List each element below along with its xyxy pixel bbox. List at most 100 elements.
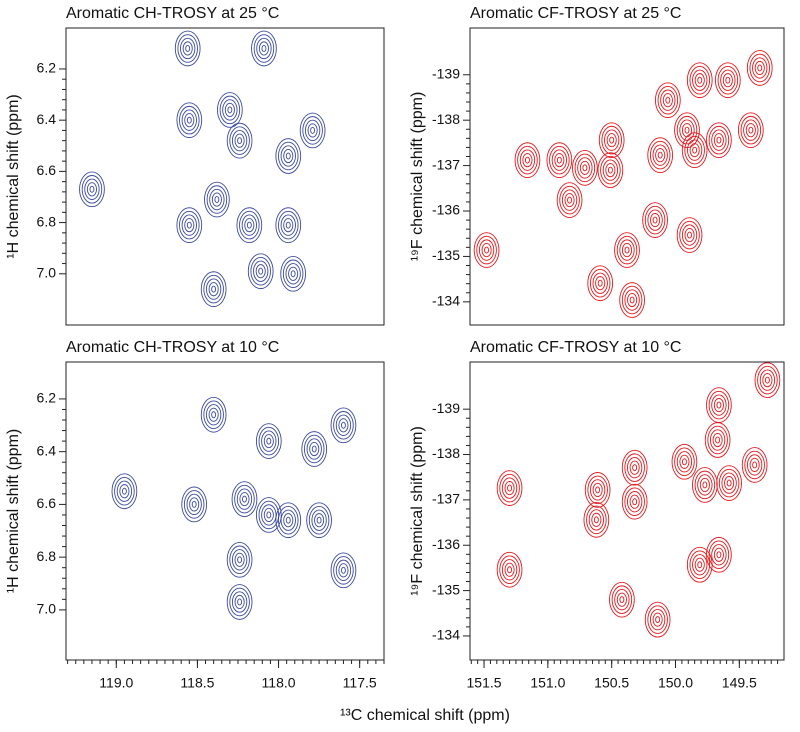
contour-ring bbox=[496, 551, 523, 588]
contour-ring bbox=[584, 472, 611, 508]
contour-ring bbox=[186, 493, 202, 516]
contour-ring bbox=[234, 133, 245, 148]
y-tick-label: 6.6 bbox=[37, 495, 57, 511]
contour-ring bbox=[681, 224, 698, 246]
contour-ring bbox=[706, 122, 732, 159]
contour-ring bbox=[559, 185, 580, 215]
peak bbox=[704, 422, 731, 458]
contour-ring bbox=[306, 438, 322, 460]
peak bbox=[583, 501, 610, 538]
contour-ring bbox=[686, 62, 713, 99]
contour-ring bbox=[692, 554, 708, 576]
peak bbox=[204, 181, 230, 218]
contour-ring bbox=[647, 605, 668, 634]
x-tick-label: 119.0 bbox=[99, 675, 133, 691]
contour-ring bbox=[241, 214, 257, 236]
panel: Aromatic CF-TROSY at 10 °C ¹⁹F chemical s… bbox=[409, 339, 785, 691]
contour-ring bbox=[652, 216, 658, 224]
peak bbox=[572, 150, 598, 186]
contour-ring bbox=[650, 213, 661, 228]
y-axis-label: ¹⁹F chemical shift (ppm) bbox=[409, 426, 426, 596]
contour-ring bbox=[234, 552, 245, 567]
y-tick-label: 6.2 bbox=[37, 390, 57, 406]
peak bbox=[654, 82, 681, 119]
contour-ring bbox=[340, 421, 346, 429]
contour-ring bbox=[227, 106, 233, 114]
peak bbox=[556, 182, 583, 218]
contour-ring bbox=[564, 193, 575, 208]
peak bbox=[301, 431, 328, 467]
contour-ring bbox=[632, 498, 638, 506]
contour-ring bbox=[687, 139, 703, 161]
contour-ring bbox=[275, 502, 302, 539]
contour-ring bbox=[239, 210, 260, 240]
contour-ring bbox=[507, 484, 513, 492]
contour-ring bbox=[239, 492, 250, 507]
contour-ring bbox=[752, 57, 768, 79]
contour-ring bbox=[684, 135, 705, 165]
y-tick-label: -138 bbox=[432, 445, 460, 461]
contour-ring bbox=[309, 441, 320, 457]
contour-ring bbox=[211, 192, 222, 207]
contour-ring bbox=[250, 256, 271, 286]
chart-title: Aromatic CH-TROSY at 10 °C bbox=[66, 339, 279, 356]
contour-ring bbox=[592, 482, 603, 497]
contour-ring bbox=[616, 592, 627, 607]
contour-ring bbox=[748, 126, 754, 134]
contour-ring bbox=[716, 465, 742, 501]
y-tick-label: -136 bbox=[432, 202, 460, 218]
contour-ring bbox=[706, 536, 732, 573]
contour-ring bbox=[278, 141, 299, 171]
contour-ring bbox=[754, 362, 781, 398]
contour-ring bbox=[253, 34, 275, 63]
contour-ring bbox=[597, 152, 624, 188]
contour-ring bbox=[600, 155, 621, 185]
contour-ring bbox=[189, 497, 200, 512]
peak bbox=[181, 486, 208, 523]
contour-ring bbox=[179, 210, 200, 240]
contour-ring bbox=[237, 556, 243, 564]
contour-ring bbox=[714, 62, 741, 99]
contour-ring bbox=[330, 407, 357, 444]
peak bbox=[546, 142, 573, 179]
contour-ring bbox=[283, 148, 294, 164]
contour-ring bbox=[679, 119, 695, 141]
contour-ring bbox=[546, 142, 573, 179]
contour-ring bbox=[219, 95, 241, 125]
contour-ring bbox=[280, 145, 296, 167]
y-tick-label: -138 bbox=[432, 111, 460, 127]
contour-ring bbox=[234, 484, 255, 514]
contour-ring bbox=[89, 185, 95, 193]
contour-ring bbox=[191, 500, 197, 508]
y-tick-label: 6.4 bbox=[37, 111, 57, 127]
contour-ring bbox=[725, 76, 731, 84]
x-tick-label: 151.5 bbox=[467, 675, 502, 691]
peak bbox=[275, 138, 302, 174]
peak bbox=[598, 122, 625, 159]
contour-ring bbox=[642, 202, 668, 238]
contour-ring bbox=[176, 207, 203, 243]
contour-ring bbox=[200, 271, 227, 308]
y-tick-label: 6.6 bbox=[37, 162, 57, 178]
contour-ring bbox=[229, 126, 250, 155]
contour-ring bbox=[629, 460, 640, 475]
peak bbox=[706, 536, 732, 573]
contour-ring bbox=[706, 387, 732, 423]
contour-ring bbox=[740, 115, 762, 145]
contour-ring bbox=[716, 136, 722, 144]
contour-ring bbox=[681, 458, 687, 466]
contour-ring bbox=[754, 60, 765, 76]
contour-ring bbox=[655, 148, 666, 163]
peak bbox=[614, 232, 640, 268]
contour-ring bbox=[674, 447, 695, 477]
contour-ring bbox=[577, 157, 593, 179]
contour-ring bbox=[335, 414, 352, 436]
contour-ring bbox=[652, 612, 663, 627]
contour-ring bbox=[611, 585, 633, 614]
peak bbox=[676, 217, 703, 253]
peak bbox=[236, 207, 263, 243]
contour-ring bbox=[484, 246, 490, 254]
peak bbox=[306, 502, 332, 539]
peak bbox=[714, 62, 741, 99]
